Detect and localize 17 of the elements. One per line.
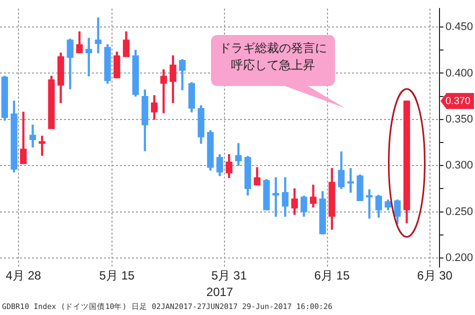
x-tick-label: 4月 28 — [6, 268, 42, 283]
y-tick-label: 0.450 — [445, 21, 474, 34]
x-tick-label: 5月 31 — [211, 268, 248, 283]
y-tick-label: 0.250 — [445, 206, 474, 218]
text: 0.370 — [445, 96, 471, 108]
y-tick-label: 0.400 — [445, 67, 474, 80]
candlestick — [94, 18, 102, 54]
candlestick — [86, 38, 92, 76]
x-axis-title: 2017 — [206, 285, 234, 300]
annotation: ドラギ総裁の発言に呼応して急上昇 — [218, 40, 328, 74]
y-tick-label: 0.350 — [445, 113, 474, 126]
y-tick-label: 0.300 — [445, 160, 474, 172]
y-tick-label: 0.200 — [445, 252, 474, 264]
x-tick-label: 6月 30 — [417, 268, 453, 283]
candlestick — [29, 124, 36, 148]
x-tick-label: 6月 15 — [314, 268, 350, 283]
x-tick-label: 5月 15 — [99, 268, 135, 283]
